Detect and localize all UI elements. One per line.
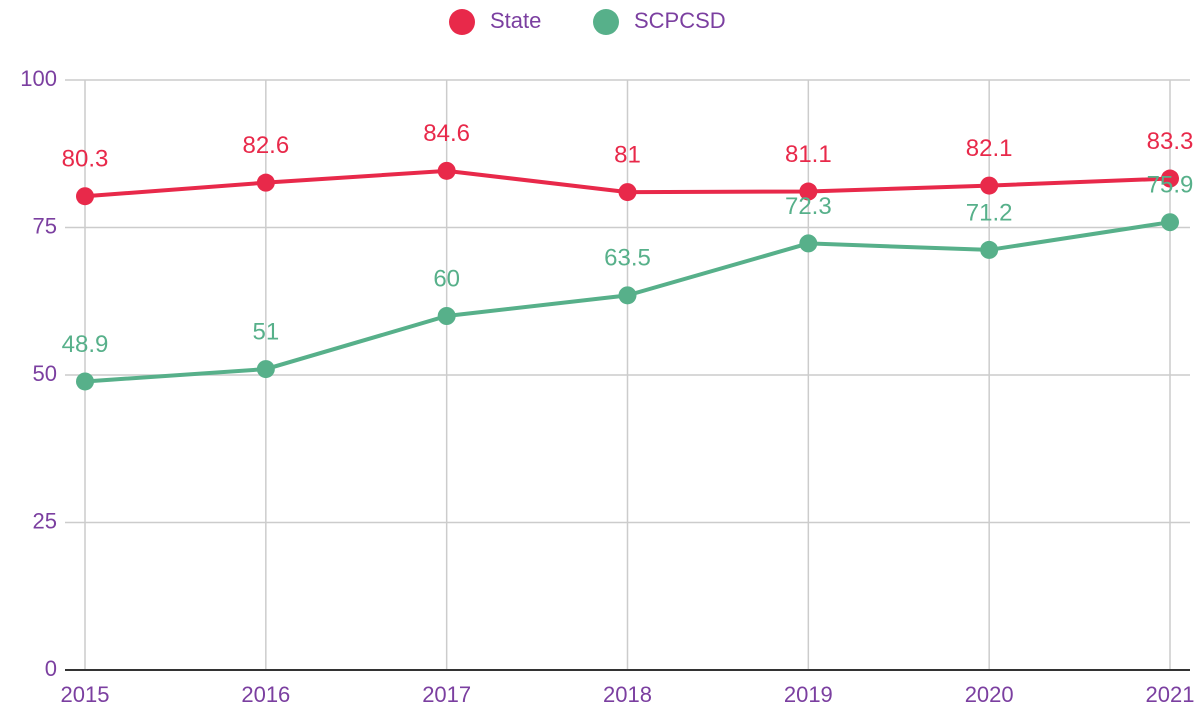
y-tick-label: 75	[33, 213, 57, 238]
x-tick-label: 2015	[61, 682, 110, 707]
data-label: 48.9	[62, 331, 109, 358]
y-tick-label: 50	[33, 361, 57, 386]
data-label: 81.1	[785, 141, 832, 168]
point	[799, 234, 818, 253]
point	[980, 240, 999, 259]
data-label: 83.3	[1147, 128, 1194, 155]
data-label: 72.3	[785, 193, 832, 220]
point	[76, 372, 94, 391]
legend-swatch	[593, 9, 619, 35]
point	[437, 307, 456, 325]
point	[437, 161, 456, 180]
point	[256, 173, 275, 192]
data-label: 82.1	[966, 135, 1013, 162]
x-tick-label: 2019	[784, 682, 833, 707]
x-tick-label: 2016	[241, 682, 290, 707]
data-label: 75.9	[1147, 172, 1194, 199]
x-tick-label: 2018	[603, 682, 652, 707]
legend-label: State	[490, 8, 541, 33]
x-tick-label: 2017	[422, 682, 471, 707]
data-label: 63.5	[604, 245, 651, 272]
y-tick-label: 100	[20, 66, 57, 91]
legend-label: SCPCSD	[634, 8, 726, 33]
legend-swatch	[449, 9, 475, 35]
point	[1161, 213, 1179, 232]
point	[1161, 169, 1179, 188]
point	[256, 360, 275, 379]
data-label: 51	[252, 318, 279, 345]
point	[618, 183, 637, 202]
point	[799, 182, 818, 201]
data-label: 82.6	[242, 132, 289, 159]
data-label: 80.3	[62, 146, 109, 173]
y-tick-label: 0	[45, 656, 57, 681]
x-tick-label: 2021	[1146, 682, 1195, 707]
point	[76, 187, 94, 206]
data-label: 71.2	[966, 199, 1013, 226]
y-tick-label: 25	[33, 508, 57, 533]
data-label: 81	[614, 141, 641, 168]
data-label: 84.6	[423, 120, 470, 147]
x-tick-label: 2020	[965, 682, 1014, 707]
point	[980, 176, 999, 195]
point	[618, 286, 637, 305]
data-label: 60	[433, 265, 460, 292]
